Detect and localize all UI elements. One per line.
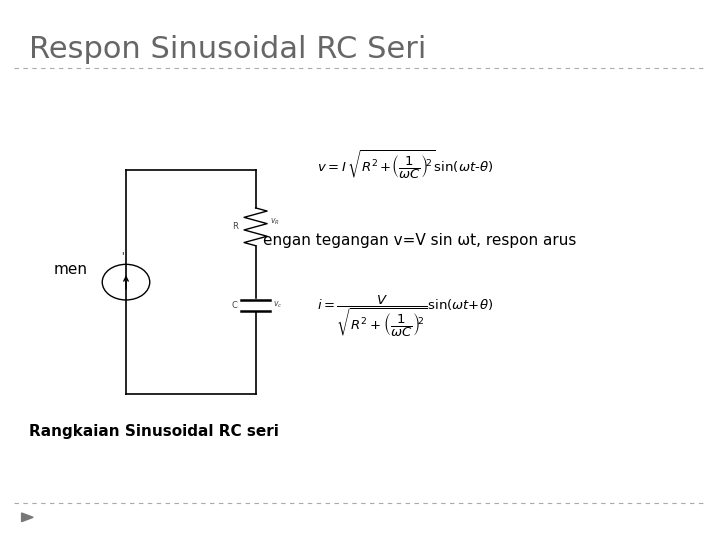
Text: men: men <box>54 262 88 278</box>
Text: Rangkaian Sinusoidal RC seri: Rangkaian Sinusoidal RC seri <box>29 424 279 439</box>
Polygon shape <box>22 513 33 522</box>
Text: engan tegangan v=V sin ωt, respon arus: engan tegangan v=V sin ωt, respon arus <box>263 233 576 248</box>
Text: Respon Sinusoidal RC Seri: Respon Sinusoidal RC Seri <box>29 35 426 64</box>
Text: R: R <box>233 222 238 231</box>
Text: C: C <box>232 301 238 309</box>
Text: ': ' <box>121 251 124 261</box>
Text: $v_c$: $v_c$ <box>273 300 282 310</box>
Text: $i=\dfrac{V}{\sqrt{R^2+\left(\dfrac{1}{\omega C}\right)^{\!2}}}\sin(\omega t\tex: $i=\dfrac{V}{\sqrt{R^2+\left(\dfrac{1}{\… <box>317 293 493 339</box>
Text: $v_R$: $v_R$ <box>270 216 280 227</box>
Text: $v=I\,\sqrt{R^2+\!\left(\dfrac{1}{\omega C}\right)^{\!2}}\sin(\omega t\text{-}\t: $v=I\,\sqrt{R^2+\!\left(\dfrac{1}{\omega… <box>317 148 493 181</box>
